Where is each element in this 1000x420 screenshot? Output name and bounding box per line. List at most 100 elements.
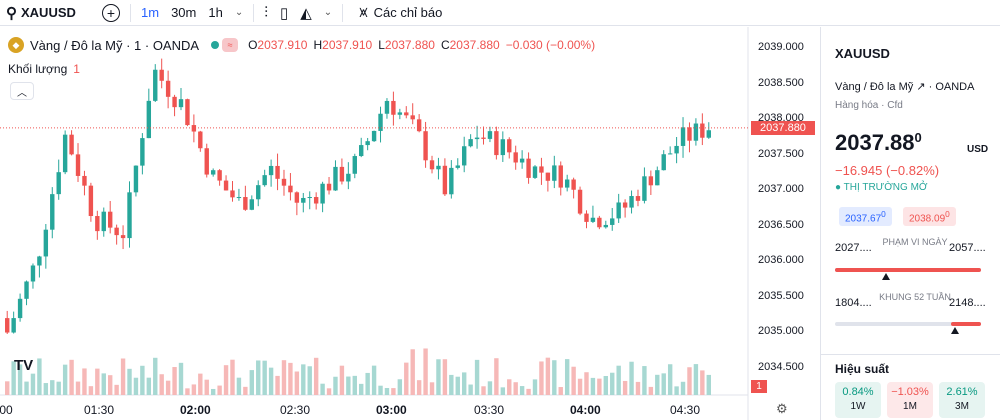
candle-body [532,166,538,178]
candle-body [410,115,415,120]
price-tick-label: 2037.000 [758,183,804,196]
legend-title: Vàng / Đô la Mỹ · 1 · OANDA [30,37,200,53]
candle-body [185,99,190,126]
volume-bar [622,380,628,395]
chart-canvas[interactable] [0,27,820,420]
perf-3m[interactable]: 2.61% 3M [939,382,985,418]
interval-30m[interactable]: 30m [171,5,197,20]
ohlc-open: O2037.910 [248,38,308,52]
volume-bar [410,349,415,395]
volume-bar [391,388,396,395]
candle-body [204,148,209,175]
candle-icon[interactable]: ▯ [279,4,289,22]
external-link-icon[interactable]: ↗ [916,81,929,93]
volume-bar [62,364,68,395]
volume-bar [133,377,139,395]
volume-bar [468,384,473,395]
volume-bar [236,377,242,395]
ohlc-close: C2037.880 [440,38,500,52]
volume-bar [108,375,113,395]
volume-bar [50,380,55,395]
panel-description[interactable]: Vàng / Đô la Mỹ ↗ · OANDA [835,81,975,93]
price-tick-label: 2034.500 [758,360,804,373]
candle-body [146,100,152,139]
volume-bar [500,387,506,395]
volume-bar [217,385,222,395]
volume-bar [88,386,94,395]
week52-low: 1804.... [835,297,872,309]
candle-body [667,153,673,155]
candle-body [706,130,711,138]
volume-bar [494,358,499,395]
candle-body [210,170,216,175]
interval-1h[interactable]: 1h [208,5,223,20]
candle-body [114,227,119,236]
bar-style-icon[interactable]: ⫶ [264,4,268,21]
candle-body [56,172,61,195]
volume-bar [597,378,602,395]
volume-bar [43,383,49,395]
candle-body [442,165,448,195]
volume-bar [642,366,647,395]
divider [821,354,1000,355]
candle-body [629,196,634,208]
candle-body [474,137,480,140]
volume-bar [249,370,254,395]
volume-bar [655,374,660,395]
gear-icon[interactable]: ⚙ [776,401,788,416]
candle-body [384,100,390,114]
candle-body [37,256,42,266]
time-tick-label: 03:30 [474,403,505,417]
delay-icon: ≈ [222,38,239,52]
volume-bar [127,368,132,395]
volume-bar [359,383,364,395]
compare-button[interactable]: + [96,0,126,26]
volume-bar [449,374,454,395]
candle-body [249,199,254,210]
indicators-button[interactable]: ⩙ Các chỉ báo [347,0,448,26]
candle-body [256,185,261,200]
candle-body [680,127,686,146]
volume-bar [416,380,422,395]
volume-bar [552,360,557,395]
symbol-label: XAUUSD [21,5,76,20]
day-range-fill [835,268,981,272]
volume-bar [256,360,261,395]
volume-bar [198,373,203,395]
volume-bar [333,376,338,395]
perf-1m[interactable]: −1.03% 1M [887,382,933,418]
bid-price: 2037.670 [839,207,892,227]
symbol-details-panel: XAUUSD Vàng / Đô la Mỹ ↗ · OANDA Hàng hó… [820,27,1000,420]
week52-label: KHUNG 52 TUẦN [879,292,951,302]
tradingview-logo[interactable]: TV [14,357,34,374]
candle-body [610,218,615,225]
candle-body [571,179,576,190]
candle-body [101,211,106,232]
volume-bar [178,362,184,395]
symbol-search[interactable]: ⚲ XAUUSD [0,0,96,26]
candle-body [346,173,351,182]
candle-body [133,165,139,193]
chevron-down-icon[interactable]: ⌄ [323,7,333,18]
panel-symbol: XAUUSD [835,46,890,61]
perf-1w[interactable]: 0.84% 1W [835,382,881,418]
chevron-down-icon[interactable]: ⌄ [234,7,244,18]
volume-bar [571,366,576,395]
collapse-legend-button[interactable]: ︿ [10,82,34,100]
candle-body [577,189,583,214]
volume-bar [513,382,518,395]
candle-body [622,202,628,208]
ohlc-low: L2037.880 [378,38,435,52]
volume-bar [294,371,300,395]
interval-1m[interactable]: 1m [141,5,160,20]
volume-bar [301,364,306,395]
candle-body [359,145,364,157]
candle-body [333,166,338,191]
candle-body [268,165,274,176]
price-chart[interactable]: ◆ Vàng / Đô la Mỹ · 1 · OANDA ≈ O2037.91… [0,27,820,420]
area-icon[interactable]: ◭ [300,4,312,22]
candle-body [487,131,493,139]
volume-bar [577,378,583,395]
volume-bar [352,375,357,395]
performance-title: Hiệu suất [835,362,890,376]
